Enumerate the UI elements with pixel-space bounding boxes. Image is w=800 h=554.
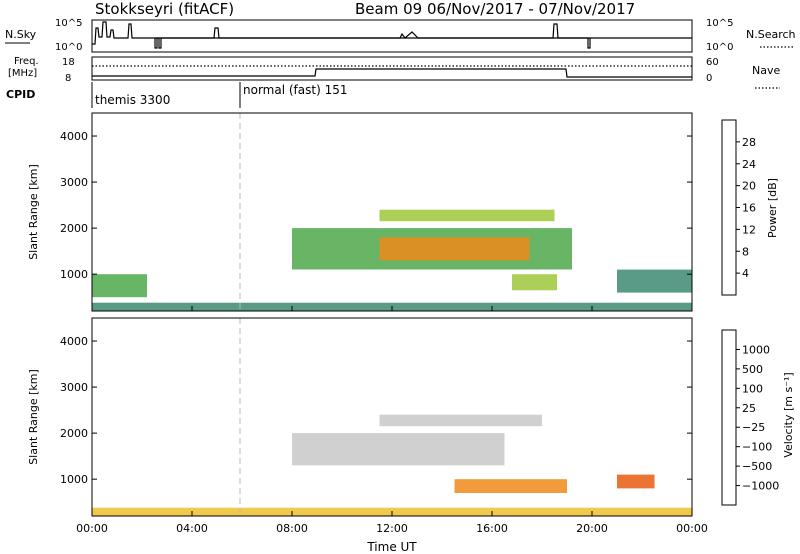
x-tick-label-2: 08:00 — [276, 522, 308, 535]
velocity-colorbar-tick-label-4: −25 — [742, 421, 765, 434]
power-colorbar: 4 8 12 16 20 24 28 Power [dB] — [721, 119, 779, 296]
noise-right-label: N.Search — [746, 28, 796, 41]
power-region-1 — [92, 274, 147, 298]
velocity-panel: 1000 2000 3000 4000 00:00 04:00 08:00 12:00 16:… — [27, 317, 708, 535]
power-colorbar-tick-label-5: 24 — [742, 158, 756, 171]
velocity-colorbar-tick-label-2: 100 — [742, 382, 763, 395]
y-tick-label-1: 2000 — [60, 222, 88, 235]
noise-right-tick-top: 10^5 — [706, 18, 733, 29]
freq-panel: Freq. [MHz] 18 8 60 0 Nave — [8, 56, 780, 89]
power-region-5 — [617, 269, 692, 293]
beam-date-title: Beam 09 06/Nov/2017 - 07/Nov/2017 — [355, 0, 635, 18]
y-tick-label-1: 2000 — [60, 427, 88, 440]
freq-trace — [92, 68, 692, 78]
nave-label: Nave — [752, 64, 780, 77]
noise-search-trace — [154, 37, 591, 49]
velocity-colorbar-tick-label-5: −100 — [742, 441, 772, 454]
velocity-colorbar: 1000 500 100 25 −25 −100 −500 −1000 Velocity [m… — [721, 329, 795, 506]
velocity-colorbar-tick-label-0: 1000 — [742, 343, 770, 356]
velocity-x-axis: 00:00 04:00 08:00 12:00 16:00 20:00 00:00 — [76, 511, 708, 535]
x-tick-label-6: 00:00 — [676, 522, 708, 535]
y-tick-label-2: 3000 — [60, 176, 88, 189]
power-colorbar-tick-label-6: 28 — [742, 136, 756, 149]
velocity-colorbar-label: Velocity [m s⁻¹] — [782, 372, 795, 457]
freq-left-tick-top: 18 — [62, 57, 75, 68]
cpid-label: CPID — [6, 88, 35, 101]
power-region-3 — [379, 237, 530, 261]
velocity-y-axis: 1000 2000 3000 4000 — [60, 335, 692, 486]
power-colorbar-tick-label-3: 16 — [742, 202, 756, 215]
y-tick-label-0: 1000 — [60, 268, 88, 281]
x-tick-label-4: 16:00 — [476, 522, 508, 535]
velocity-colorbar-tick-label-7: −1000 — [742, 480, 779, 493]
y-tick-label-3: 4000 — [60, 335, 88, 348]
power-colorbar-tick-label-1: 8 — [742, 245, 749, 258]
power-colorbar-tick-label-2: 12 — [742, 223, 756, 236]
power-region-6 — [512, 274, 557, 291]
velocity-region-0 — [292, 433, 505, 466]
power-y-axis: 1000 2000 3000 4000 — [60, 130, 692, 281]
x-tick-label-5: 20:00 — [576, 522, 608, 535]
cpid-segment-2: normal (fast) 151 — [243, 83, 347, 97]
x-axis-label: Time UT — [366, 540, 417, 554]
power-ylabel: Slant Range [km] — [27, 164, 40, 260]
velocity-region-3 — [617, 474, 655, 489]
power-panel: 1000 2000 3000 4000 Slant Range [km] — [27, 112, 693, 312]
noise-left-tick-top: 10^5 — [55, 18, 82, 29]
y-tick-label-3: 4000 — [60, 130, 88, 143]
power-region-4 — [379, 209, 555, 222]
noise-right-tick-bottom: 10^0 — [706, 42, 733, 53]
velocity-region-1 — [379, 414, 542, 427]
power-x-tick-marks — [91, 306, 693, 311]
freq-right-tick-bottom: 0 — [706, 73, 712, 84]
y-tick-label-0: 1000 — [60, 473, 88, 486]
cpid-segment-1: themis 3300 — [95, 93, 170, 107]
noise-panel: N.Sky 10^5 10^0 10^5 10^0 N.Search — [5, 18, 796, 53]
power-colorbar-label: Power [dB] — [766, 178, 779, 238]
x-tick-label-3: 12:00 — [376, 522, 408, 535]
velocity-region-2 — [454, 479, 567, 493]
velocity-colorbar-tick-label-1: 500 — [742, 363, 763, 376]
x-tick-label-0: 00:00 — [76, 522, 108, 535]
freq-left-tick-bottom: 8 — [65, 73, 71, 84]
velocity-colorbar-tick-label-3: 25 — [742, 402, 756, 415]
noise-left-tick-bottom: 10^0 — [55, 42, 82, 53]
velocity-ylabel: Slant Range [km] — [27, 369, 40, 465]
y-tick-label-2: 3000 — [60, 381, 88, 394]
freq-right-tick-top: 60 — [706, 57, 719, 68]
noise-left-label: N.Sky — [5, 28, 37, 41]
cpid-panel: CPID themis 3300 normal (fast) 151 — [6, 82, 347, 108]
velocity-colorbar-tick-label-6: −500 — [742, 460, 772, 473]
x-tick-label-1: 04:00 — [176, 522, 208, 535]
freq-left-label-bottom: [MHz] — [8, 68, 37, 79]
noise-sky-trace — [92, 21, 692, 45]
station-title: Stokkseyri (fitACF) — [95, 0, 234, 18]
power-colorbar-tick-label-4: 20 — [742, 180, 756, 193]
freq-left-label-top: Freq. — [14, 56, 39, 67]
power-colorbar-tick-label-0: 4 — [742, 267, 749, 280]
